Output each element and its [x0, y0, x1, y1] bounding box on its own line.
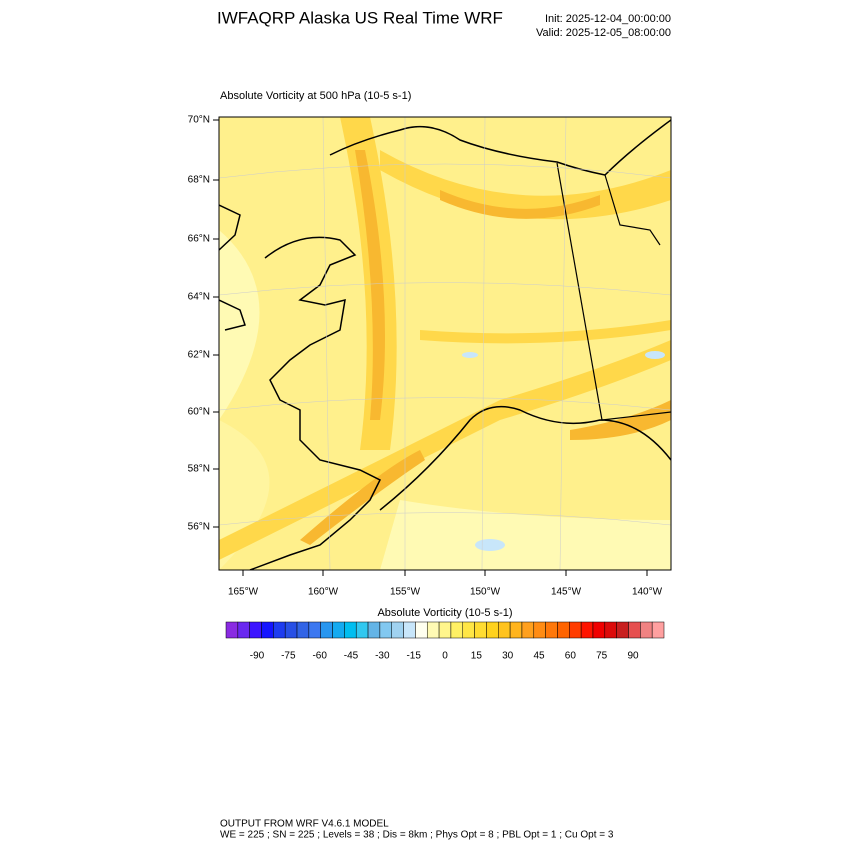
- footer-line: OUTPUT FROM WRF V4.6.1 MODEL: [220, 819, 389, 830]
- colorbar-box: [486, 621, 499, 639]
- lat-label: 70°N: [188, 115, 210, 126]
- lat-label: 56°N: [188, 522, 210, 533]
- subtitle: Absolute Vorticity at 500 hPa (10-5 s-1): [220, 90, 411, 102]
- footer-line: WE = 225 ; SN = 225 ; Levels = 38 ; Dis …: [220, 830, 614, 841]
- colorbar-label: 45: [533, 651, 545, 662]
- colorbar-box: [426, 621, 440, 639]
- lon-label: 140°W: [632, 587, 663, 598]
- colorbar-box: [237, 621, 250, 639]
- lon-label: 165°W: [228, 587, 259, 598]
- lat-label: 64°N: [188, 292, 210, 303]
- colorbar-box: [521, 621, 535, 639]
- colorbar-box: [592, 621, 606, 639]
- valid-time: Valid: 2025-12-05_08:00:00: [536, 27, 671, 39]
- colorbar-box: [545, 621, 558, 639]
- colorbar-box: [415, 621, 428, 639]
- lat-label: 68°N: [188, 175, 210, 186]
- colorbar-label: 75: [596, 651, 608, 662]
- colorbar-label: -15: [406, 651, 421, 662]
- colorbar-box: [332, 621, 345, 639]
- lat-label: 58°N: [188, 464, 210, 475]
- colorbar-box: [640, 621, 653, 639]
- map-frame: [218, 116, 672, 571]
- colorbar-box: [367, 621, 381, 639]
- colorbar-label: 15: [471, 651, 483, 662]
- colorbar-box: [509, 621, 523, 639]
- colorbar-box: [225, 621, 239, 639]
- lat-labels: 70°N 68°N 66°N 64°N 62°N 60°N 58°N 56°N: [188, 115, 219, 533]
- colorbar-box: [450, 621, 464, 639]
- colorbar-label: -90: [250, 651, 265, 662]
- lat-label: 60°N: [188, 407, 210, 418]
- colorbar-label: -75: [281, 651, 296, 662]
- colorbar-box: [403, 621, 416, 639]
- colorbar-label: -45: [344, 651, 359, 662]
- colorbar-label: 90: [627, 651, 639, 662]
- colorbar-label: -30: [375, 651, 390, 662]
- colorbar-box: [296, 621, 310, 639]
- title: IWFAQRP Alaska US Real Time WRF: [217, 8, 503, 27]
- colorbar: -90 -75 -60 -45 -30 -15 0 15 30 45 60 75 90: [225, 621, 665, 662]
- colorbar-box: [533, 621, 546, 639]
- colorbar-box: [438, 621, 452, 639]
- colorbar-box: [261, 621, 274, 639]
- colorbar-box: [273, 621, 286, 639]
- colorbar-box: [391, 621, 404, 639]
- colorbar-box: [308, 621, 321, 639]
- colorbar-box: [557, 621, 570, 639]
- lon-label: 155°W: [390, 587, 421, 598]
- colorbar-box: [498, 621, 511, 639]
- init-time: Init: 2025-12-04_00:00:00: [545, 13, 671, 25]
- lon-label: 150°W: [470, 587, 501, 598]
- lon-label: 145°W: [551, 587, 582, 598]
- colorbar-box: [462, 621, 475, 639]
- lon-labels: 165°W 160°W 155°W 150°W 145°W 140°W: [228, 570, 663, 598]
- colorbar-box: [320, 621, 333, 639]
- colorbar-label: 60: [565, 651, 577, 662]
- colorbar-box: [284, 621, 298, 639]
- lon-label: 160°W: [308, 587, 339, 598]
- colorbar-label: 30: [502, 651, 514, 662]
- colorbar-box: [355, 621, 369, 639]
- colorbar-label: 0: [442, 651, 448, 662]
- colorbar-label: -60: [312, 651, 327, 662]
- colorbar-box: [604, 621, 617, 639]
- colorbar-title: Absolute Vorticity (10-5 s-1): [377, 607, 512, 619]
- colorbar-box: [628, 621, 641, 639]
- lat-label: 66°N: [188, 234, 210, 245]
- colorbar-box: [249, 621, 262, 639]
- colorbar-box: [616, 621, 629, 639]
- colorbar-box: [651, 621, 665, 639]
- colorbar-box: [580, 621, 594, 639]
- lat-label: 62°N: [188, 350, 210, 361]
- colorbar-box: [474, 621, 487, 639]
- colorbar-box: [569, 621, 582, 639]
- colorbar-box: [344, 621, 357, 639]
- colorbar-box: [379, 621, 392, 639]
- map-field: [219, 117, 671, 570]
